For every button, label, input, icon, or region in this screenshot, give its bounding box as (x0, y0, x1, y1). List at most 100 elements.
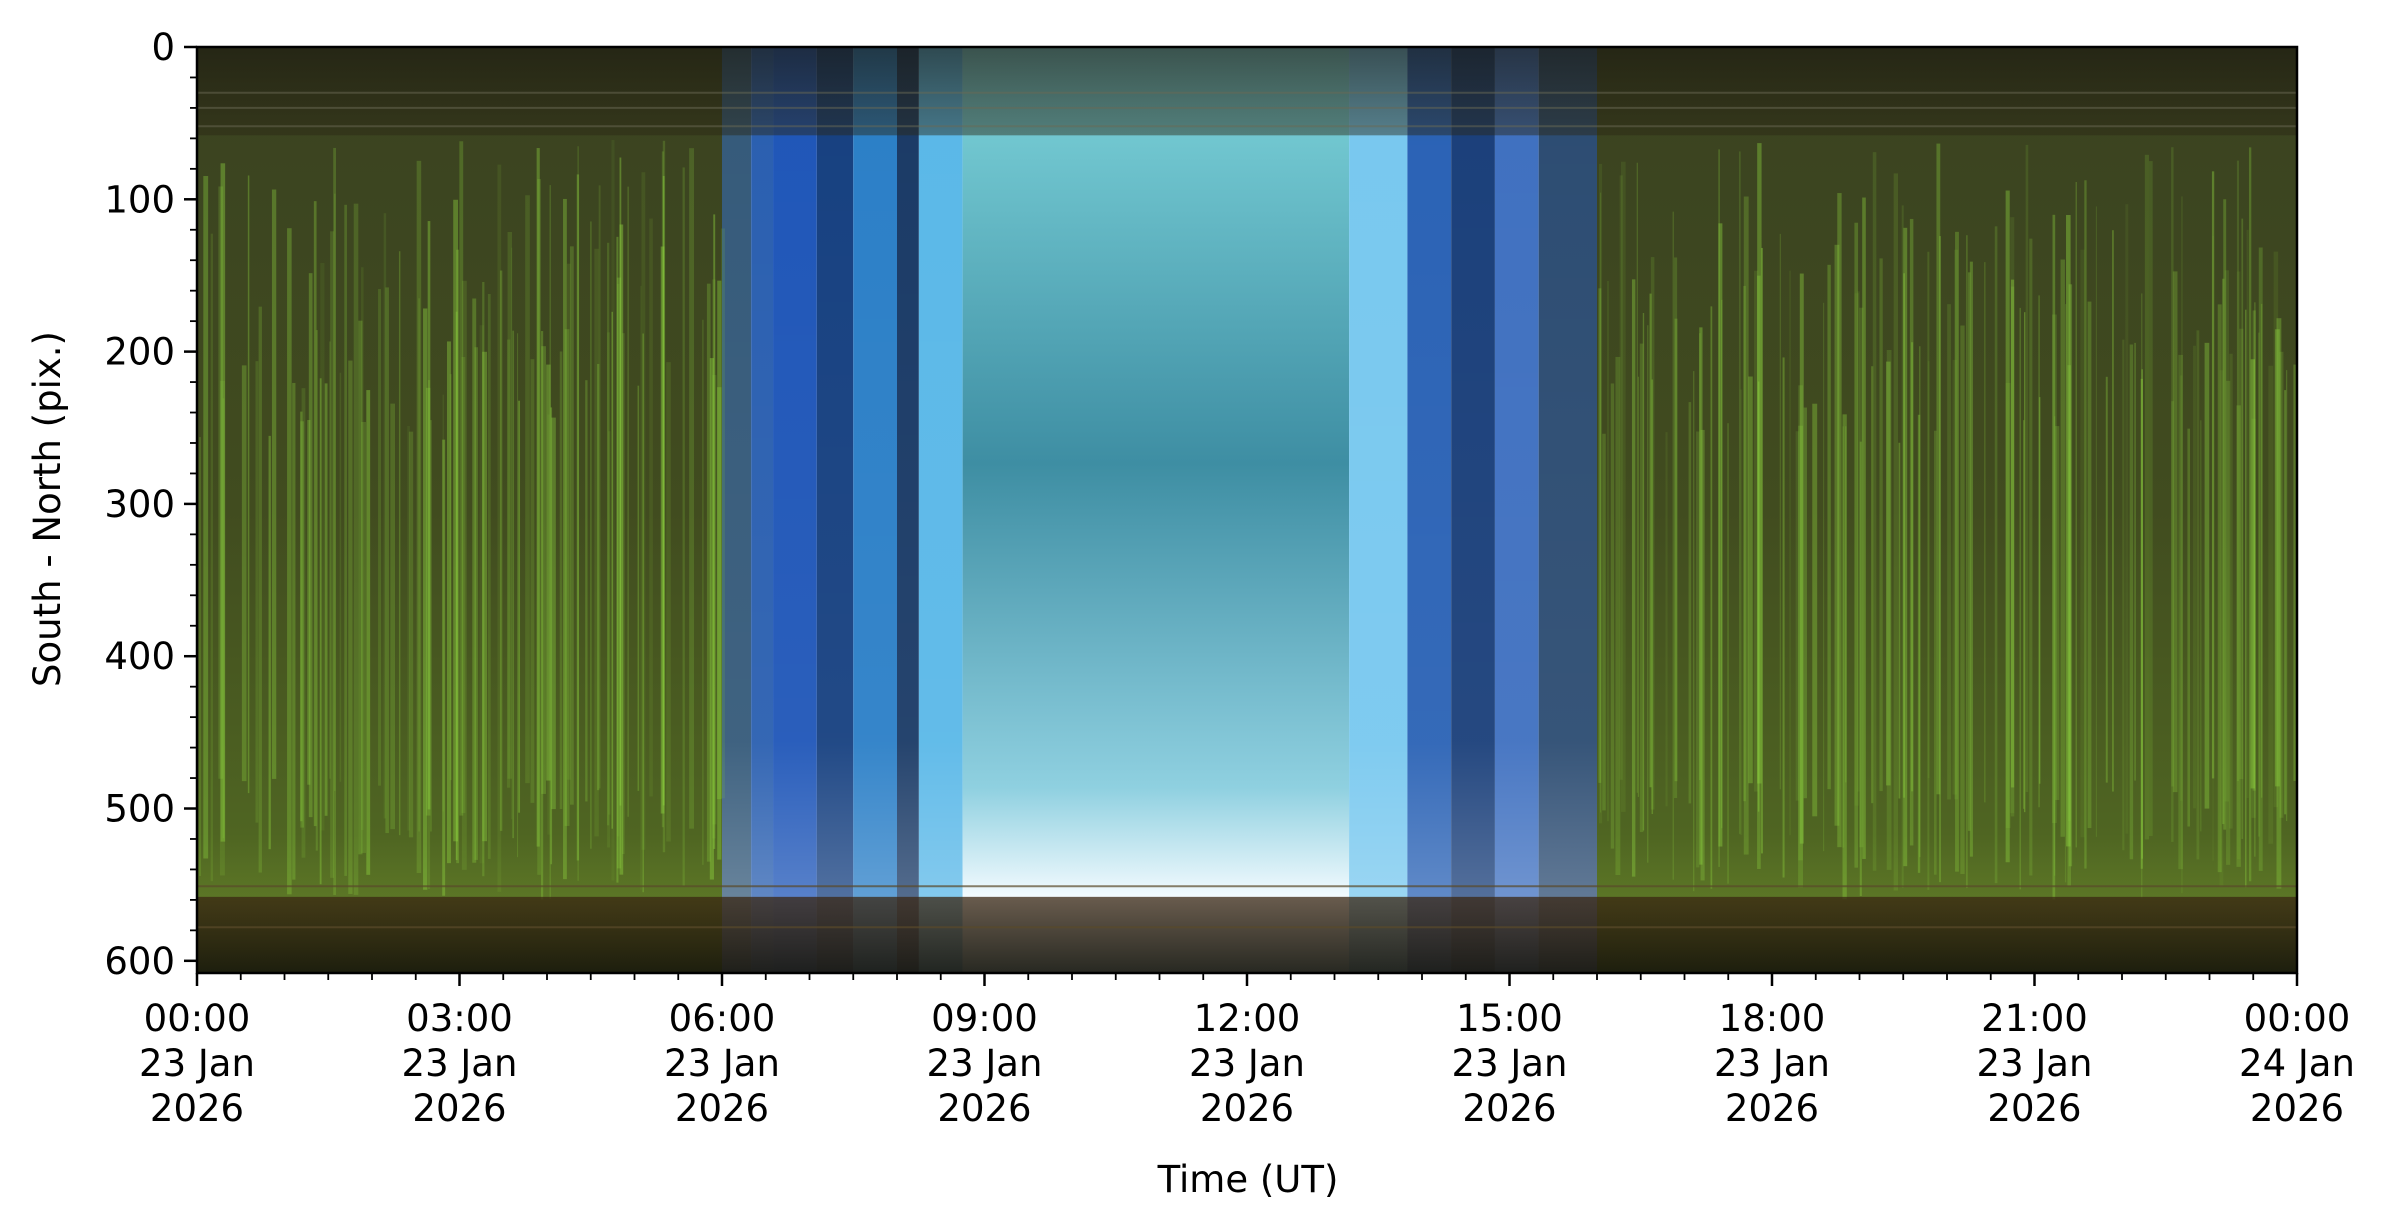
aurora-streak (551, 417, 556, 810)
aurora-streak (2226, 380, 2231, 865)
x-tick-label-line: 23 Jan (927, 1042, 1043, 1085)
aurora-streak (1757, 381, 1760, 812)
aurora-streak (2084, 180, 2087, 869)
aurora-streak (1834, 244, 1840, 826)
aurora-streak (619, 157, 622, 806)
aurora-streak (2019, 307, 2021, 890)
aurora-streak (287, 228, 292, 895)
x-tick-label-line: 23 Jan (664, 1042, 780, 1085)
aurora-streak (616, 277, 622, 869)
aurora-streak (329, 341, 331, 779)
twilight-glow (918, 47, 963, 973)
x-tick-label: 18:00 23 Jan 2026 (1714, 997, 1830, 1130)
y-tick-label: 400 (104, 635, 175, 678)
aurora-streak (2141, 293, 2143, 899)
aurora-streak (2010, 217, 2015, 814)
aurora-streak (1903, 227, 1908, 867)
time-band-night (197, 47, 722, 973)
aurora-streak (662, 140, 666, 853)
aurora-streak (2241, 218, 2244, 839)
aurora-streak (313, 201, 317, 827)
aurora-streak (1879, 258, 1883, 792)
aurora-streak (324, 383, 328, 816)
aurora-streak (1854, 293, 1860, 806)
aurora-streak (2140, 378, 2143, 869)
aurora-streak (271, 189, 277, 779)
aurora-streak (461, 356, 466, 814)
aurora-streak (334, 193, 336, 791)
aurora-streak (530, 359, 535, 803)
aurora-streak (1984, 262, 1986, 803)
aurora-streak (2250, 359, 2255, 789)
aurora-streak (1700, 429, 1705, 881)
aurora-streak (2273, 251, 2279, 808)
aurora-streak (2038, 397, 2041, 784)
aurora-streak (712, 279, 716, 839)
aurora-streak (1779, 233, 1781, 790)
aurora-streak (2248, 147, 2252, 882)
x-tick-label: 15:00 23 Jan 2026 (1452, 997, 1568, 1130)
aurora-streak (1665, 432, 1668, 807)
aurora-streak (512, 330, 515, 839)
aurora-streak (2260, 303, 2263, 798)
twilight-glow (1538, 47, 1597, 973)
time-band-night (1597, 47, 2297, 973)
aurora-streak (1947, 304, 1951, 800)
aurora-streak (1799, 273, 1804, 844)
aurora-streak (540, 331, 544, 900)
aurora-streak (536, 148, 540, 847)
aurora-streak (442, 394, 445, 812)
x-tick-label-line: 2026 (937, 1087, 1031, 1130)
aurora-streak (1919, 346, 1921, 858)
aurora-streak (1966, 235, 1968, 889)
aurora-streak (2179, 375, 2183, 801)
aurora-streak (1696, 431, 1700, 868)
aurora-streak (2144, 154, 2149, 840)
aurora-streak (1859, 307, 1864, 848)
aurora-streak (689, 148, 695, 829)
aurora-streak (1615, 356, 1621, 876)
aurora-streak (597, 363, 600, 791)
aurora-streak (315, 330, 318, 851)
aurora-streak (2010, 286, 2015, 817)
twilight-glow (853, 47, 897, 973)
aurora-streak (1960, 325, 1965, 875)
y-tick-label: 200 (104, 331, 175, 374)
aurora-streak (720, 228, 725, 799)
aurora-streak (1803, 407, 1807, 799)
aurora-streak (1619, 175, 1623, 780)
aurora-streak (2254, 302, 2256, 857)
aurora-streak (385, 287, 389, 834)
aurora-streak (662, 175, 665, 806)
aurora-streak (642, 333, 644, 893)
aurora-streak (308, 273, 313, 818)
aurora-streak (1798, 425, 1803, 888)
aurora-streak (2284, 390, 2287, 815)
aurora-streak (507, 231, 512, 779)
aurora-streak (2029, 238, 2033, 876)
aurora-streak (525, 195, 530, 784)
aurora-streak (2025, 144, 2029, 792)
aurora-streak (2196, 330, 2200, 860)
aurora-streak (627, 186, 630, 817)
aurora-streak (258, 306, 262, 873)
aurora-streak (1637, 376, 1639, 797)
aurora-streak (2236, 271, 2241, 860)
aurora-streak (660, 246, 665, 814)
aurora-streak (1789, 270, 1791, 836)
aurora-streak (598, 185, 601, 789)
aurora-streak (2178, 354, 2183, 870)
aurora-streak (390, 403, 396, 830)
aurora-streak (307, 420, 311, 785)
aurora-streak (1823, 302, 1825, 852)
aurora-streak (1911, 342, 1914, 792)
y-tick-label: 100 (104, 178, 175, 221)
aurora-streak (449, 374, 452, 781)
aurora-streak (1798, 385, 1803, 861)
aurora-streak (2010, 279, 2015, 788)
twilight-glow (773, 47, 817, 973)
aurora-streak (1727, 423, 1729, 884)
x-tick-label: 21:00 23 Jan 2026 (1977, 997, 2093, 1130)
aurora-streak (1967, 272, 1971, 831)
